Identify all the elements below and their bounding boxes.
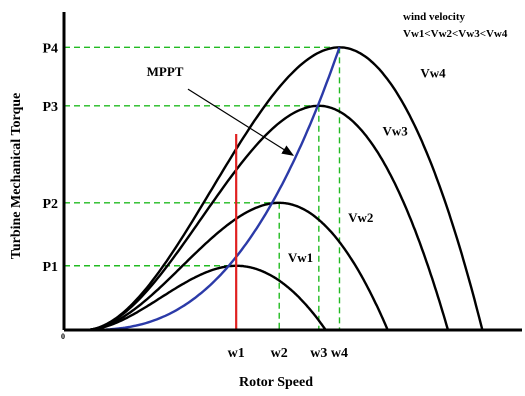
y-tick-P2: P2 <box>42 197 58 212</box>
y-tick-labels: P1 P2 P3 P4 <box>42 41 58 274</box>
x-tick-w3: w3 <box>310 346 327 361</box>
series-label-vw1: Vw1 <box>288 250 313 265</box>
origin-mark: 0 <box>61 332 65 341</box>
x-tick-w4: w4 <box>331 346 348 361</box>
x-tick-labels: w1 w2 w3 w4 <box>228 346 348 361</box>
torque-curve-vw1 <box>84 264 327 332</box>
y-axis-title: Turbine Mechanical Torque <box>9 93 24 259</box>
series-label-vw2: Vw2 <box>348 210 373 225</box>
mppt-label: MPPT <box>147 64 184 79</box>
series-labels: Vw1 Vw2 Vw3 Vw4 <box>288 66 446 265</box>
legend-relation: Vw1<Vw2<Vw3<Vw4 <box>403 28 508 40</box>
torque-curves <box>84 46 484 332</box>
legend-title: wind velocity <box>403 11 466 23</box>
x-tick-w2: w2 <box>271 346 288 361</box>
y-tick-P4: P4 <box>42 41 58 56</box>
series-label-vw3: Vw3 <box>383 123 409 138</box>
torque-curve-vw4 <box>84 46 484 332</box>
guide-lines <box>64 46 341 330</box>
y-tick-P1: P1 <box>42 260 58 275</box>
series-label-vw4: Vw4 <box>420 66 446 81</box>
mppt-curve <box>84 46 341 332</box>
x-tick-w1: w1 <box>228 346 245 361</box>
x-axis-title: Rotor Speed <box>239 375 313 390</box>
mppt-curve-group <box>84 46 341 332</box>
y-tick-P3: P3 <box>42 100 58 115</box>
mppt-arrow <box>187 88 295 156</box>
torque-curve-vw2 <box>84 201 389 332</box>
